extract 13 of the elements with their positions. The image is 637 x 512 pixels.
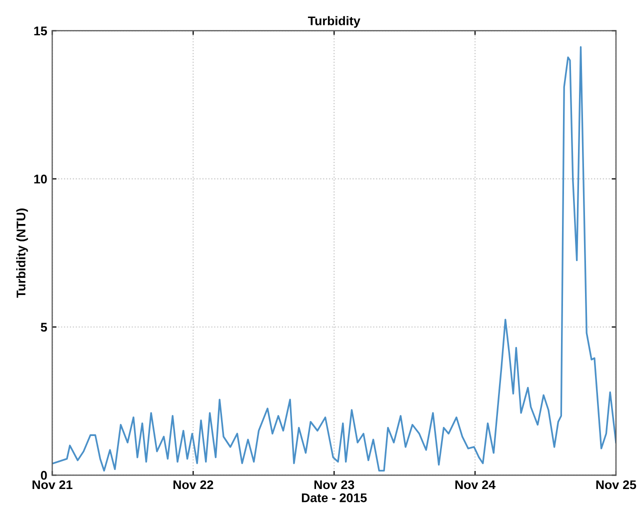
- y-axis-title: Turbidity (NTU): [16, 208, 28, 298]
- x-tick-label: Nov 22: [174, 480, 214, 490]
- y-tick-label: 15: [34, 26, 48, 36]
- x-tick-label: Nov 24: [455, 480, 496, 490]
- x-axis-title: Date - 2015: [302, 493, 367, 502]
- line-series: [52, 46, 616, 472]
- y-tick-label: 5: [40, 322, 48, 332]
- x-tick-label: Nov 25: [596, 480, 636, 490]
- y-tick-label: 0: [40, 470, 47, 480]
- y-tick-label: 10: [34, 174, 47, 184]
- x-tick-label: Nov 23: [314, 480, 354, 490]
- x-tick-label: Nov 21: [32, 480, 72, 490]
- chart-title: Turbidity: [308, 16, 360, 28]
